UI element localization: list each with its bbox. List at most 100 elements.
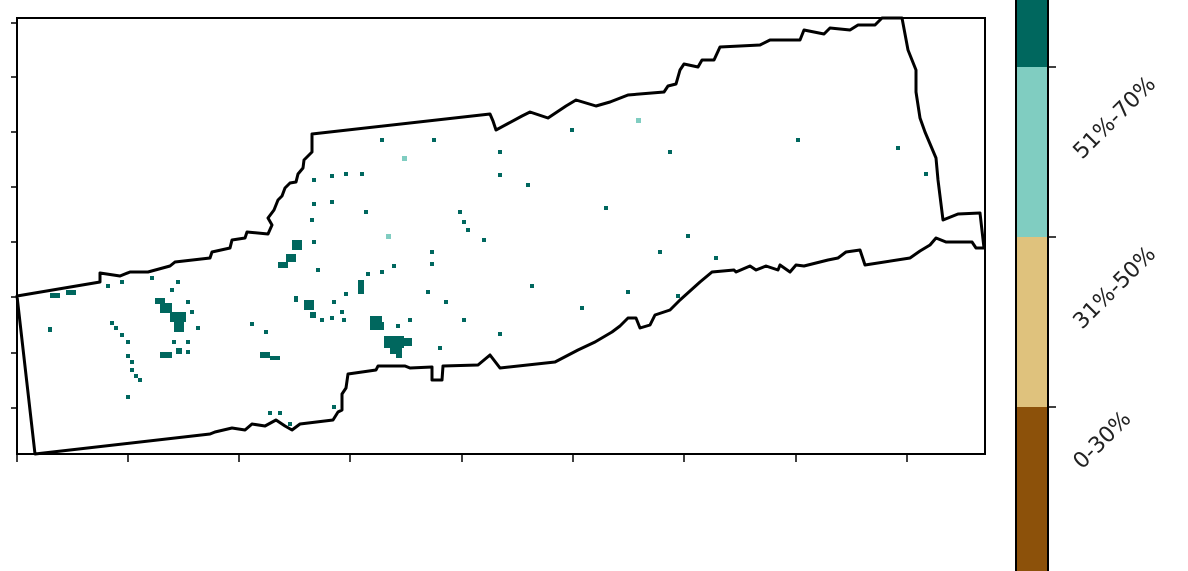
raster-cell	[160, 303, 172, 313]
raster-cell	[380, 138, 384, 142]
raster-cell	[498, 332, 502, 336]
raster-cell	[170, 312, 186, 322]
raster-cell	[364, 210, 368, 214]
raster-cell	[390, 344, 402, 354]
raster-cell	[340, 310, 344, 314]
raster-cell	[312, 178, 316, 182]
raster-cell	[176, 280, 180, 284]
raster-cell	[526, 183, 530, 187]
raster-cell	[150, 276, 154, 280]
colorbar-label-31-50: 31%-50%	[1069, 242, 1161, 334]
raster-cell	[458, 210, 462, 214]
colorbar-label-51-70: 51%-70%	[1069, 72, 1161, 164]
raster-cell	[432, 138, 436, 142]
raster-cell	[260, 352, 270, 358]
raster-cell	[426, 290, 430, 294]
colorbar-swatch-31-50	[1016, 237, 1048, 407]
raster-cell	[404, 338, 412, 346]
raster-cell	[392, 264, 396, 268]
colorbar-swatch-0-30	[1016, 407, 1048, 571]
region-boundary	[15, 16, 986, 456]
raster-cell	[330, 174, 334, 178]
raster-cell	[498, 173, 502, 177]
raster-cell	[396, 324, 400, 328]
raster-cell	[408, 318, 412, 322]
raster-cell	[126, 354, 130, 358]
raster-cell-light	[636, 118, 641, 123]
raster-cell	[380, 270, 384, 274]
map-frame	[16, 17, 986, 455]
raster-cell	[342, 318, 346, 322]
raster-cell	[292, 240, 302, 250]
raster-cell	[294, 296, 298, 302]
raster-cell	[530, 284, 534, 288]
raster-cell	[430, 262, 434, 266]
raster-cell	[288, 422, 292, 426]
raster-cell	[190, 310, 194, 314]
colorbar-label-0-30: 0-30%	[1069, 406, 1137, 474]
raster-cell	[278, 411, 282, 415]
raster-cell	[120, 333, 124, 337]
raster-cell	[130, 360, 134, 364]
raster-cell	[580, 306, 584, 310]
raster-cell	[310, 218, 314, 222]
raster-cell	[686, 234, 690, 238]
raster-cell	[604, 206, 608, 210]
raster-cell	[186, 350, 190, 354]
raster-cell	[316, 268, 320, 272]
raster-cell	[330, 200, 334, 204]
raster-cell	[310, 312, 316, 318]
raster-cell	[714, 256, 718, 260]
raster-cell	[270, 356, 280, 360]
raster-cell	[668, 150, 672, 154]
raster-cell	[570, 128, 574, 132]
colorbar-frame	[1015, 0, 1049, 571]
raster-cell	[376, 322, 384, 330]
raster-cell	[366, 272, 370, 276]
raster-cell	[268, 411, 272, 415]
raster-cell	[160, 352, 172, 358]
raster-cell	[138, 378, 142, 382]
raster-cell	[286, 254, 296, 262]
raster-cell	[304, 300, 314, 310]
axis-ticks	[11, 22, 908, 462]
raster-cell	[444, 300, 448, 304]
raster-cell	[66, 290, 76, 295]
raster-cell	[466, 228, 470, 232]
raster-cell	[462, 220, 466, 224]
raster-cell	[358, 280, 364, 294]
raster-cell	[796, 138, 800, 142]
raster-cell	[106, 284, 110, 288]
raster-cell	[126, 340, 130, 344]
colorbar-swatch-51-70	[1016, 67, 1048, 237]
raster-cell	[312, 202, 316, 206]
raster-cell	[174, 322, 184, 332]
raster-cell	[110, 321, 114, 325]
raster-cell	[250, 322, 254, 326]
raster-cell	[438, 346, 442, 350]
raster-cell	[626, 290, 630, 294]
raster-cell	[482, 238, 486, 242]
colorbar: 0-30% 31%-50% 51%-70%	[1015, 0, 1161, 571]
colorbar-swatch-top	[1016, 0, 1048, 67]
raster-cell	[48, 327, 52, 332]
raster-cell	[114, 326, 118, 330]
raster-cell	[896, 146, 900, 150]
raster-cell	[344, 172, 348, 176]
raster-cell	[498, 150, 502, 154]
raster-cell	[360, 172, 364, 176]
raster-cell-light	[402, 156, 407, 161]
raster-cell	[924, 172, 928, 176]
raster-cell	[196, 326, 200, 330]
raster-cells	[48, 118, 928, 426]
raster-cell	[676, 294, 680, 298]
raster-cell	[462, 318, 466, 322]
raster-cell	[134, 374, 138, 378]
raster-cell	[186, 300, 190, 304]
raster-cell	[312, 240, 316, 244]
raster-cell	[332, 405, 336, 409]
raster-cell	[126, 395, 130, 399]
raster-cell	[170, 288, 174, 292]
raster-cell	[320, 318, 324, 322]
